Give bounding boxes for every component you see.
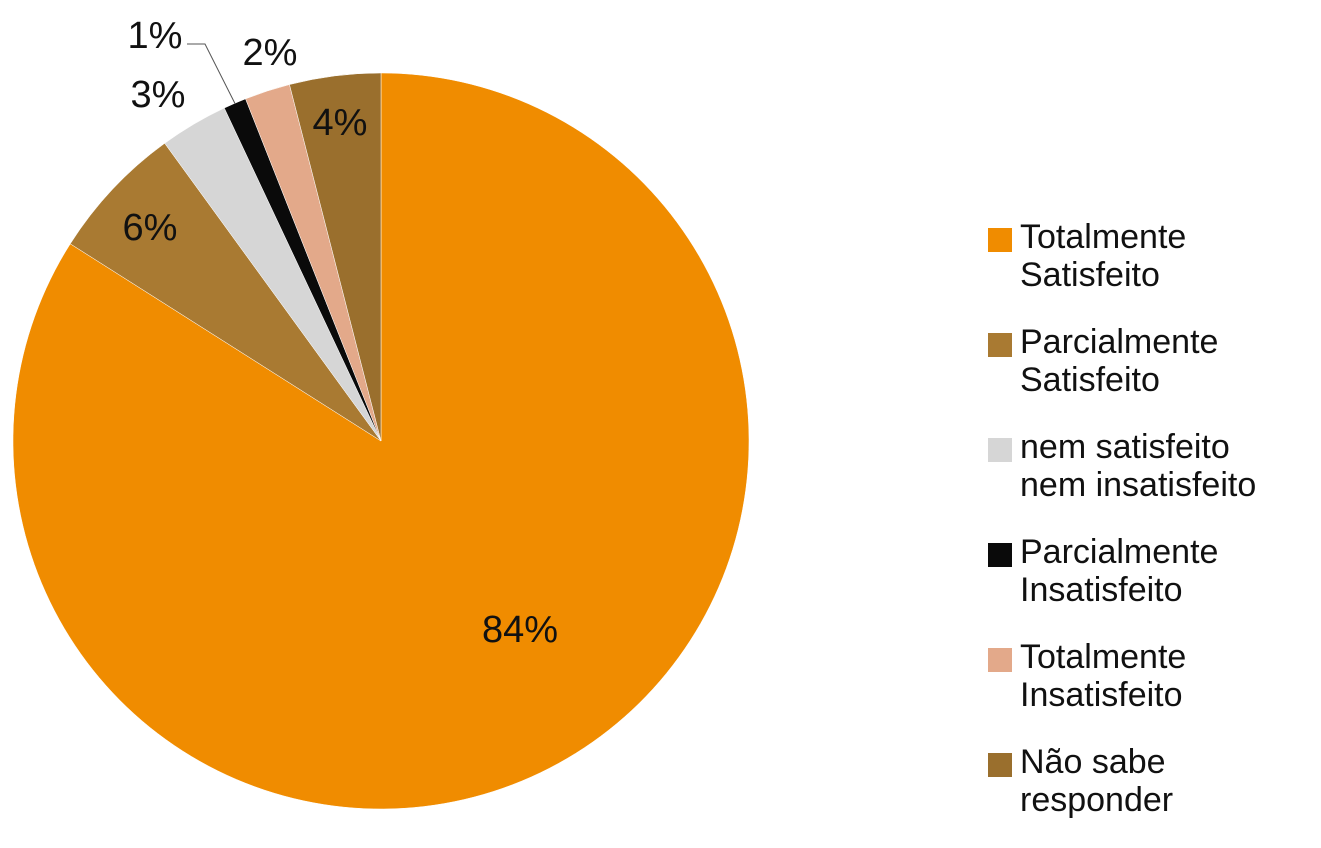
data-label: 1%: [128, 15, 183, 57]
legend-item: Totalmente Insatisfeito: [988, 638, 1258, 714]
legend-swatch: [988, 753, 1012, 777]
legend-item: Parcialmente Insatisfeito: [988, 533, 1258, 609]
legend-item: Não sabe responder: [988, 743, 1258, 819]
data-label: 6%: [123, 207, 178, 249]
legend-label: Parcialmente Satisfeito: [1020, 323, 1219, 399]
legend-item: Parcialmente Satisfeito: [988, 323, 1258, 399]
data-label: 3%: [131, 74, 186, 116]
legend-label: Parcialmente Insatisfeito: [1020, 533, 1219, 609]
legend-swatch: [988, 438, 1012, 462]
data-label: 4%: [313, 102, 368, 144]
pie-slice: [289, 72, 382, 442]
legend-swatch: [988, 648, 1012, 672]
pie-slice: [12, 72, 750, 810]
legend: Totalmente Satisfeito Parcialmente Satisf…: [988, 218, 1258, 848]
leader-line: [187, 43, 236, 104]
pie-slice: [69, 142, 382, 442]
legend-label: Totalmente Insatisfeito: [1020, 638, 1187, 714]
legend-label: Não sabe responder: [1020, 743, 1174, 819]
data-label: 84%: [482, 609, 558, 651]
legend-swatch: [988, 228, 1012, 252]
data-label: 2%: [243, 32, 298, 74]
chart: 84% 6% 3% 1% 2% 4%: [12, 15, 750, 810]
legend-item: nem satisfeito nem insatisfeito: [988, 428, 1258, 504]
legend-label: Totalmente Satisfeito: [1020, 218, 1187, 294]
legend-swatch: [988, 333, 1012, 357]
page: 84% 6% 3% 1% 2% 4% Totalmente Satisfeito Parci…: [12, 15, 1257, 819]
legend-label: nem satisfeito nem insatisfeito: [1020, 428, 1257, 504]
legend-item: Totalmente Satisfeito: [988, 218, 1258, 294]
legend-swatch: [988, 543, 1012, 567]
